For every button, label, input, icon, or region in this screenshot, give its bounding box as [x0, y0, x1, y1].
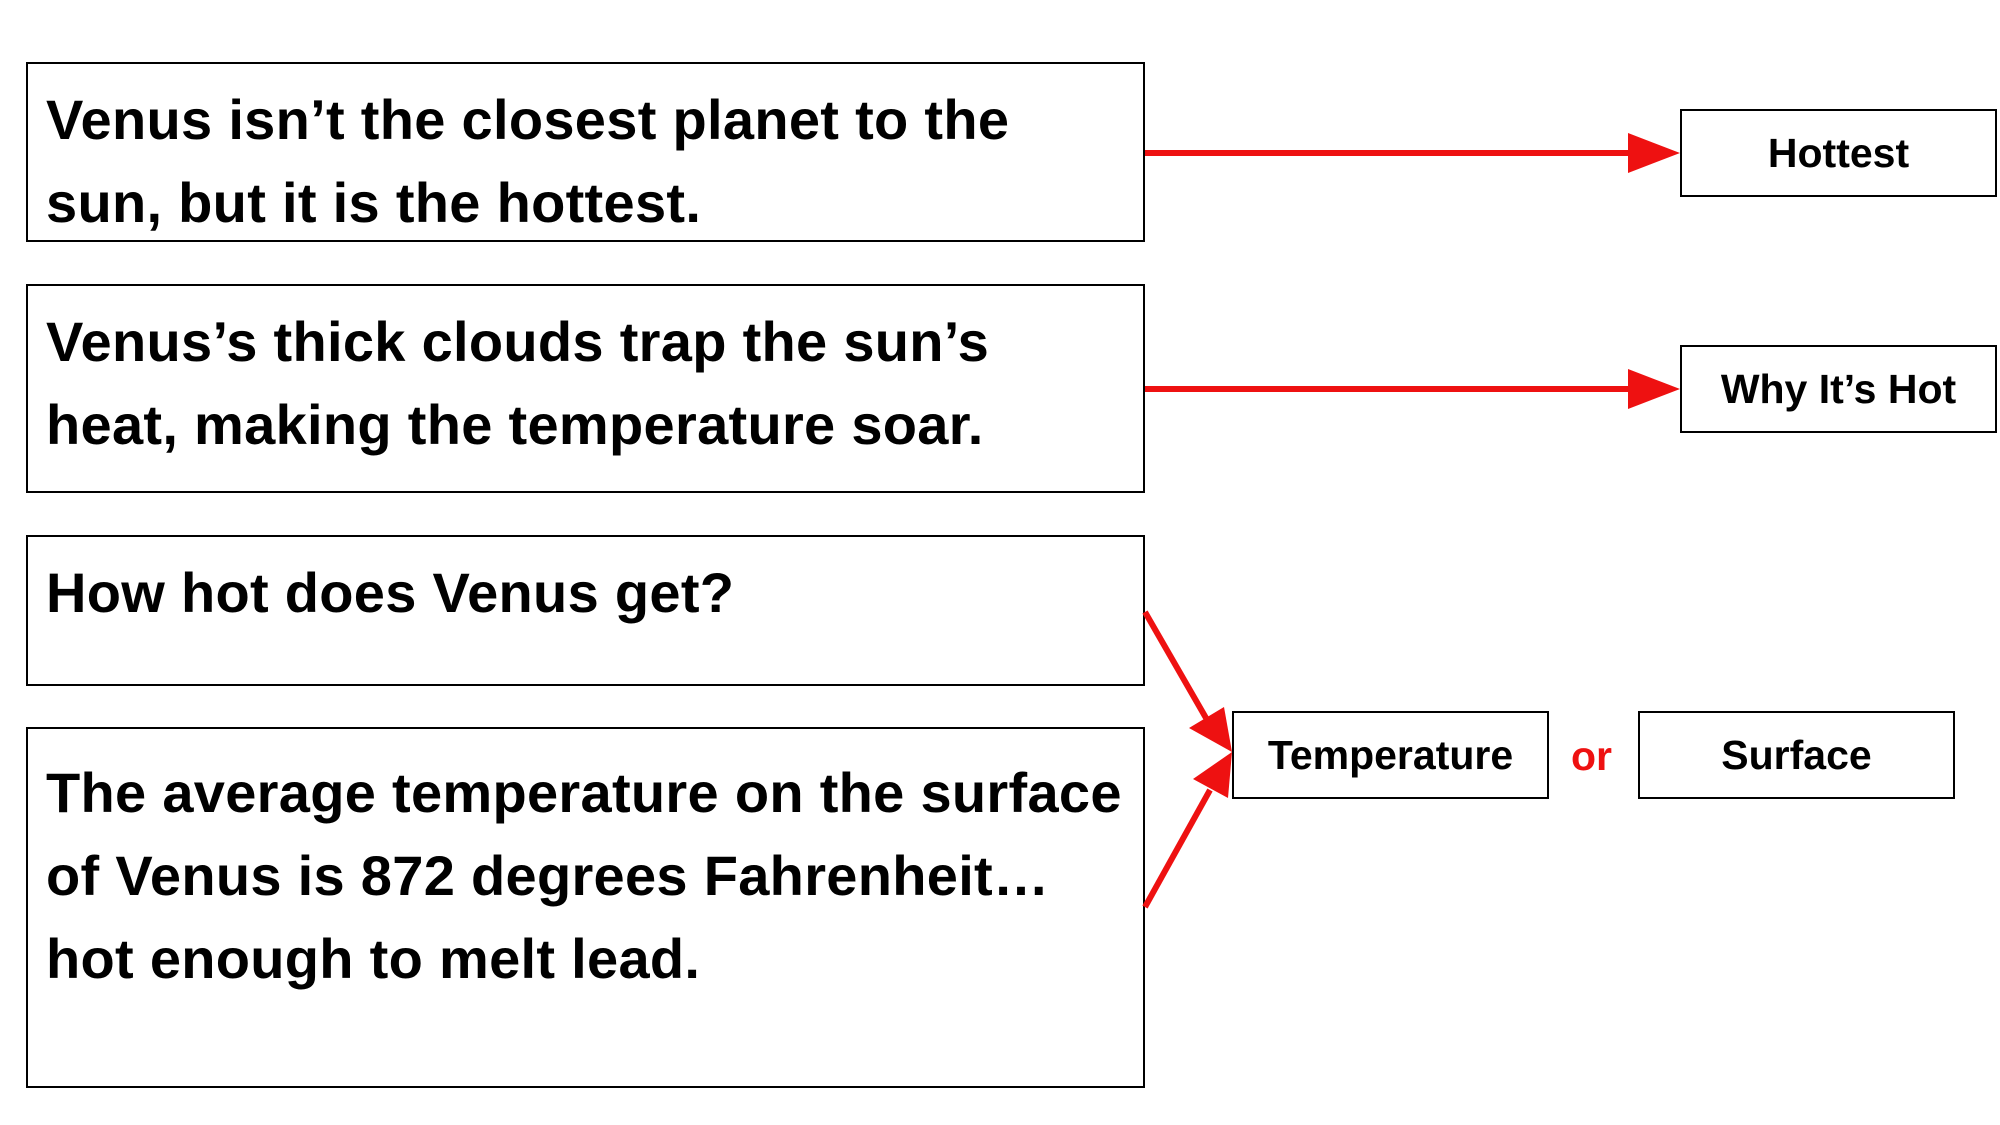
arrow-average-to-temperature [1142, 752, 1232, 909]
question-box-how-hot: How hot does Venus get? [26, 535, 1145, 686]
arrow-to-why-hot-head [1628, 369, 1680, 409]
label-box-surface: Surface [1638, 711, 1955, 799]
arrow-to-hottest-head [1628, 133, 1680, 173]
connector-or: or [1571, 733, 1612, 779]
arrow-average-to-temperature-head [1193, 752, 1232, 798]
label-box-temperature: Temperature [1232, 711, 1549, 799]
label-box-hottest: Hottest [1680, 109, 1997, 197]
arrow-to-why-hot [1145, 369, 1680, 409]
arrow-average-to-temperature-shaft [1142, 788, 1213, 909]
statement-box-hottest: Venus isn’t the closest planet to the su… [26, 62, 1145, 242]
statement-text-hottest: Venus isn’t the closest planet to the su… [46, 88, 1010, 234]
arrow-question-to-temperature [1142, 610, 1232, 752]
statement-text-average-temperature: The average temperature on the surface o… [46, 761, 1122, 990]
label-surface: Surface [1721, 731, 1872, 778]
arrow-to-hottest [1145, 133, 1680, 173]
statement-text-clouds: Venus’s thick clouds trap the sun’s heat… [46, 310, 990, 456]
label-hottest: Hottest [1767, 129, 1910, 176]
question-text-how-hot: How hot does Venus get? [46, 561, 735, 624]
label-why-hot: Why It’s Hot [1720, 365, 1957, 412]
statement-box-clouds: Venus’s thick clouds trap the sun’s heat… [26, 284, 1145, 493]
arrow-question-to-temperature-shaft [1142, 610, 1209, 720]
arrow-question-to-temperature-head [1189, 707, 1232, 752]
label-box-why-hot: Why It’s Hot [1680, 345, 1997, 433]
label-temperature: Temperature [1267, 731, 1514, 778]
statement-box-average-temperature: The average temperature on the surface o… [26, 727, 1145, 1088]
